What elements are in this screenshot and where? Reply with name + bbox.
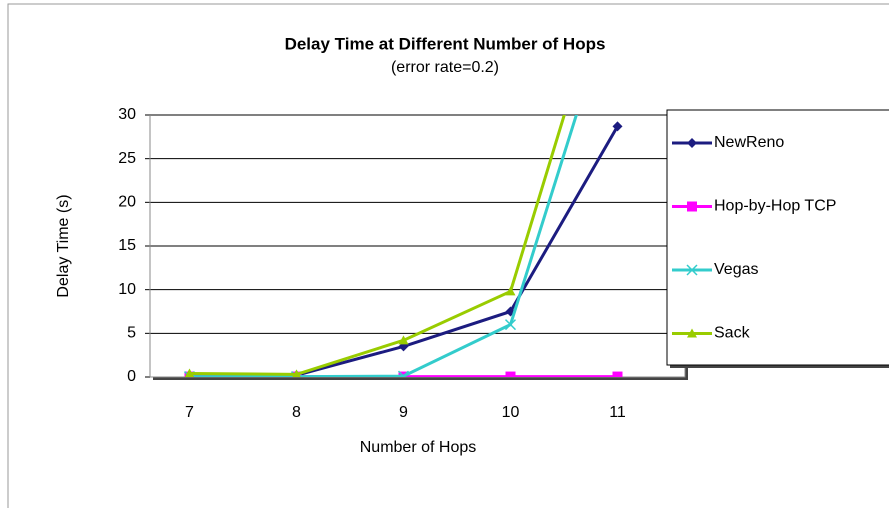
y-tick-label: 10	[118, 281, 136, 298]
marker	[687, 328, 697, 338]
legend-label: NewReno	[714, 134, 784, 151]
chart-subtitle: (error rate=0.2)	[391, 59, 499, 76]
y-tick-label: 30	[118, 106, 136, 123]
marker	[687, 201, 697, 212]
y-tick-label: 25	[118, 150, 136, 167]
y-tick-label: 15	[118, 237, 136, 254]
marker	[292, 369, 301, 377]
x-tick-label: 7	[185, 404, 194, 421]
x-tick-label: 10	[502, 404, 520, 421]
marker	[398, 371, 409, 377]
marker	[397, 370, 410, 377]
legend-label: Sack	[714, 325, 751, 342]
marker	[612, 121, 623, 132]
legend-label: Vegas	[714, 261, 758, 278]
chart-title: Delay Time at Different Number of Hops	[285, 34, 606, 53]
y-tick-label: 5	[127, 325, 136, 342]
marker	[184, 368, 195, 377]
marker	[612, 371, 623, 377]
x-tick-label: 8	[292, 404, 301, 421]
y-tick-label: 20	[118, 194, 136, 211]
marker	[686, 264, 698, 276]
marker	[505, 286, 516, 296]
x-axis-label: Number of Hops	[360, 439, 477, 456]
marker	[505, 371, 516, 377]
x-tick-label: 9	[399, 404, 408, 421]
y-axis-label: Delay Time (s)	[55, 194, 72, 297]
legend-label: Hop-by-Hop TCP	[714, 198, 836, 215]
legend-box	[666, 109, 889, 366]
plot-series	[183, 115, 623, 377]
y-tick-label: 0	[127, 368, 136, 385]
marker	[398, 335, 409, 345]
marker	[504, 319, 517, 331]
x-tick-label: 11	[609, 404, 626, 421]
marker	[687, 138, 697, 148]
